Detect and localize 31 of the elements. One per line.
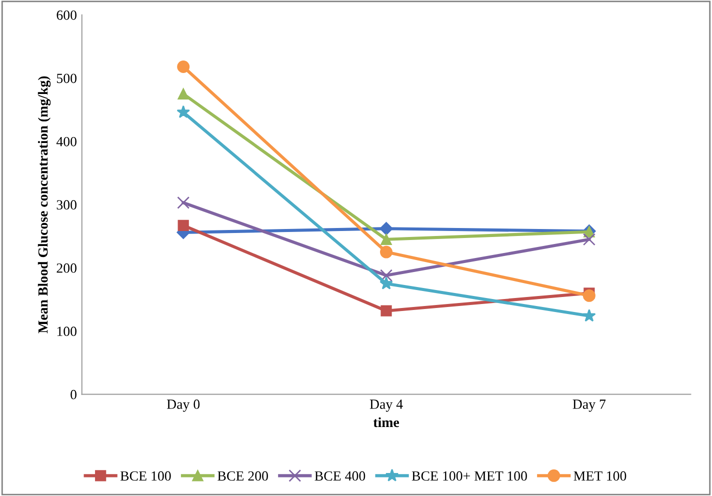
y-tick-label: 600	[56, 10, 76, 20]
point	[380, 276, 393, 290]
point	[178, 220, 189, 232]
point	[177, 60, 190, 73]
y-tick-label: 100	[57, 326, 76, 336]
point	[178, 88, 189, 100]
x-tick-label: Day 7	[572, 400, 606, 412]
legend-label: BCE 200	[218, 471, 268, 481]
y-tick-label: 500	[56, 74, 76, 84]
point	[380, 234, 392, 245]
legend-label: MET 100	[574, 471, 626, 481]
point	[380, 222, 393, 236]
y-tick-label: 200	[56, 263, 76, 273]
point	[380, 305, 392, 316]
point	[582, 289, 596, 302]
y-tick-label: 0	[70, 390, 76, 400]
legend-label: BCE 400	[314, 471, 366, 481]
y-axis-title: Mean Blood Glucose concentration (mg/kg)	[38, 76, 51, 334]
x-axis-title: time	[373, 417, 400, 428]
legend-label: BCE 100	[120, 471, 171, 481]
point	[380, 246, 393, 258]
x-tick-label: Day 0	[166, 400, 200, 412]
point	[582, 308, 596, 322]
legend-label: BCE 100+ MET 100	[412, 471, 527, 481]
point	[176, 105, 190, 118]
point	[582, 233, 596, 246]
y-tick-label: 400	[56, 136, 76, 146]
point	[380, 269, 393, 282]
x-tick-label: Day 4	[370, 400, 403, 412]
point	[177, 196, 190, 209]
y-tick-label: 300	[56, 200, 76, 210]
